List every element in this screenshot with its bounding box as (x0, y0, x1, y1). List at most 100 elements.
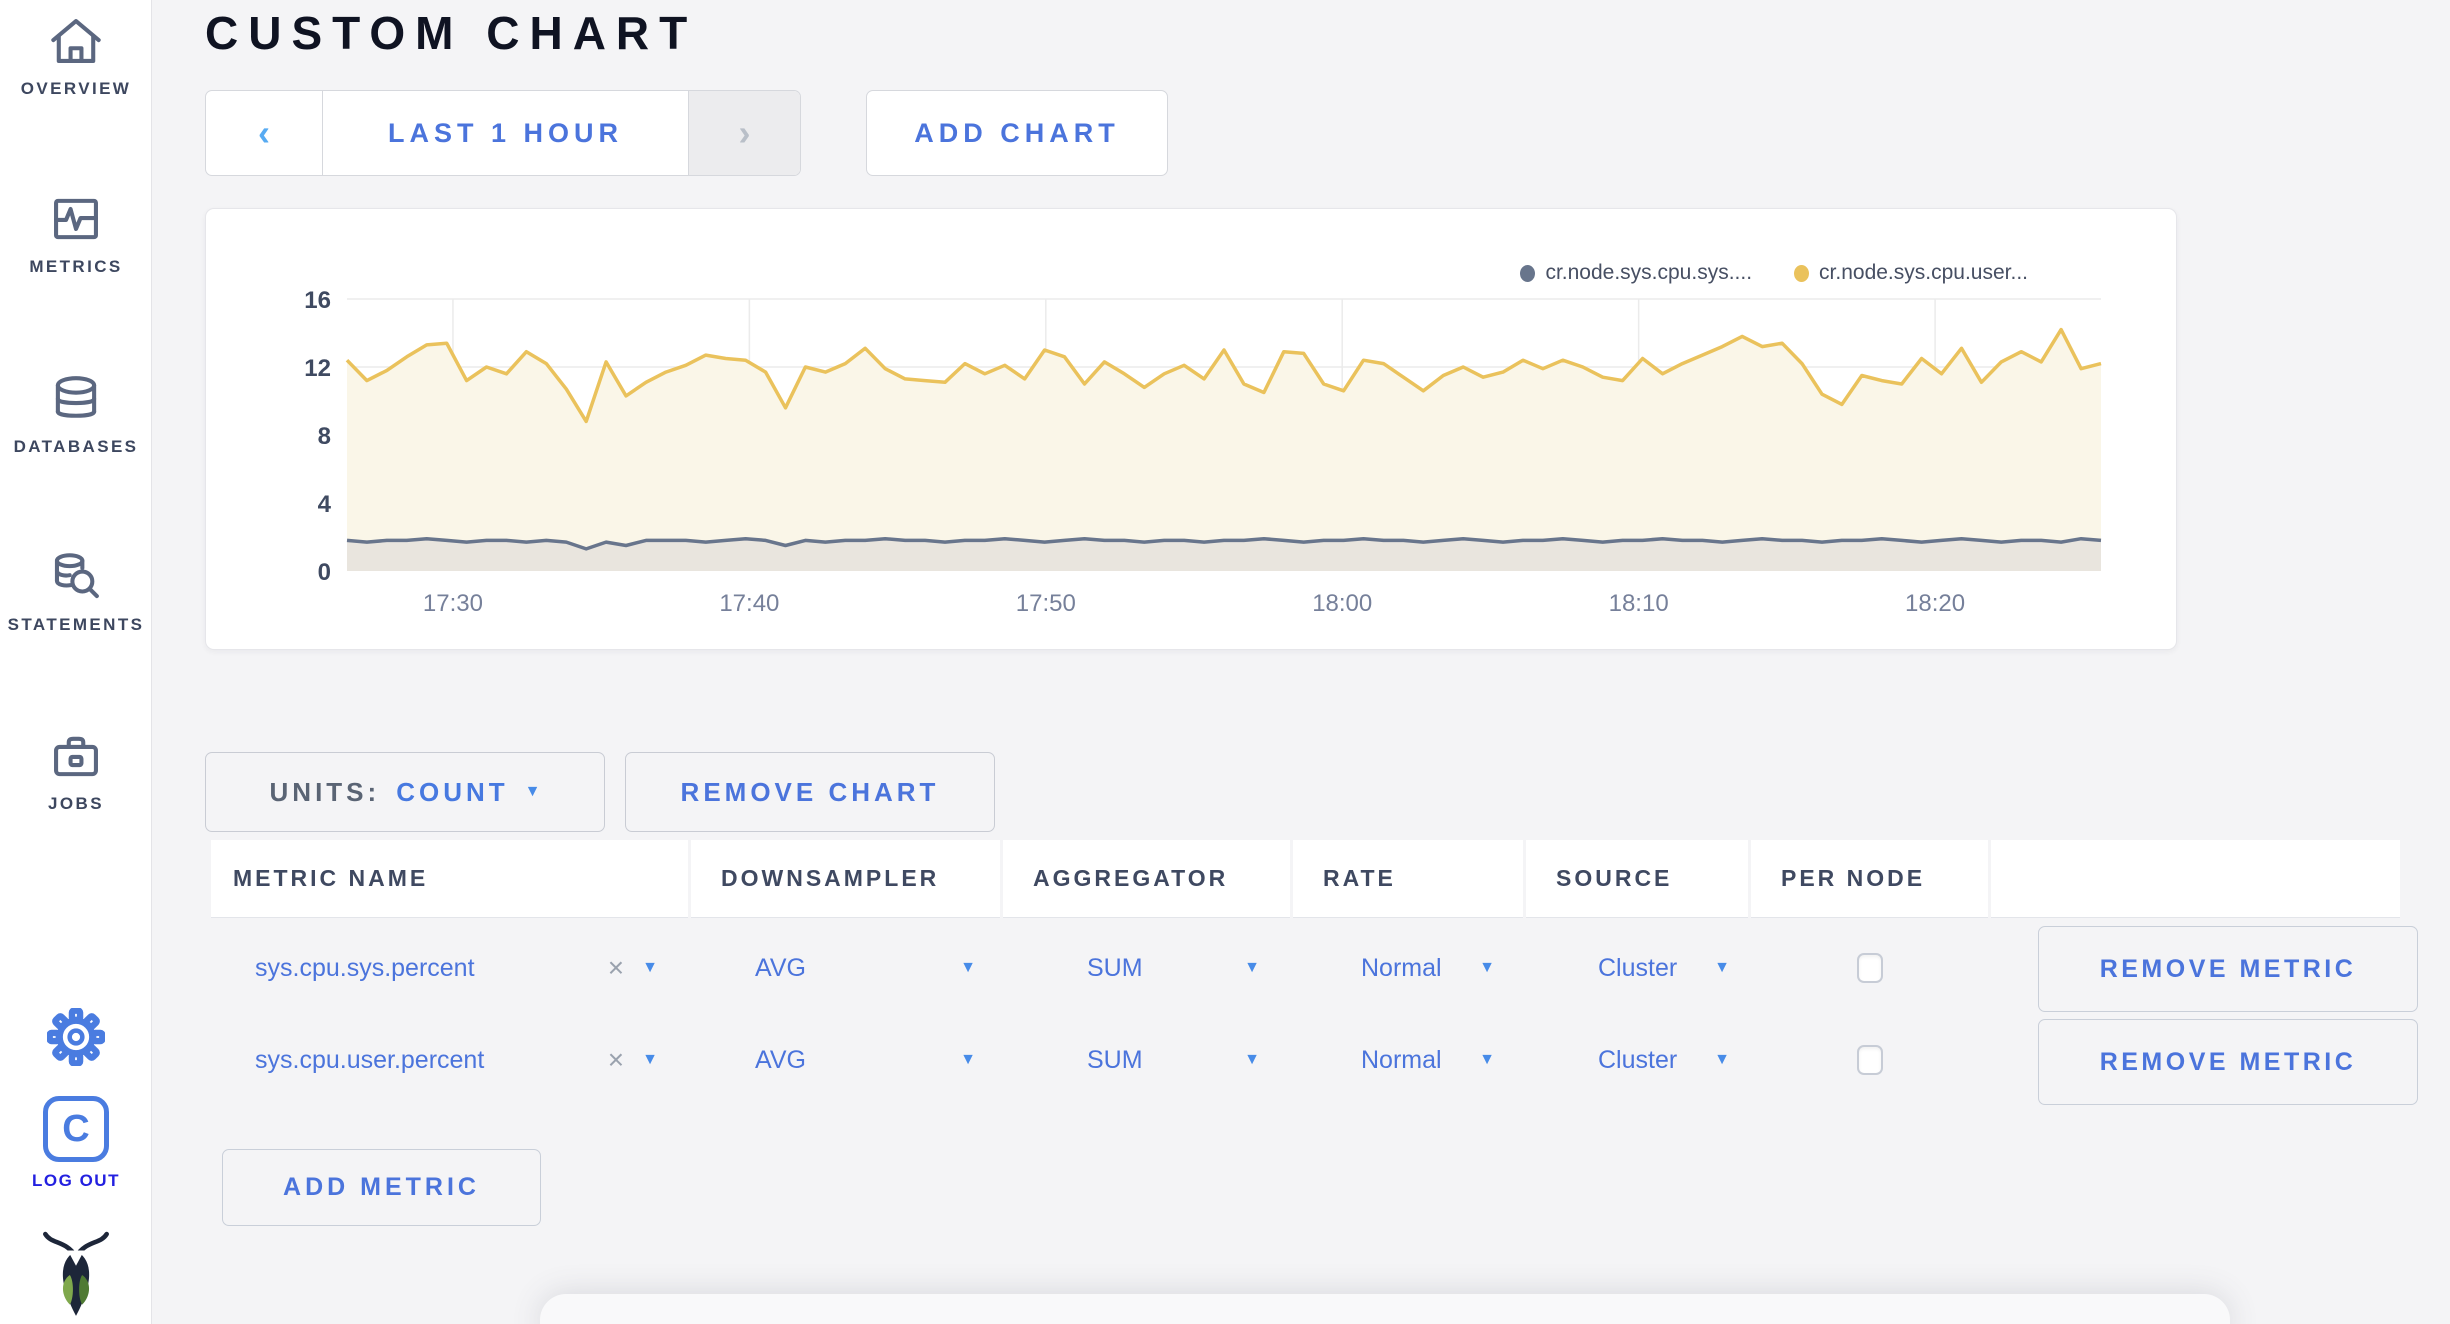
svg-text:16: 16 (304, 287, 331, 314)
chevron-down-icon: ▼ (960, 959, 976, 976)
sidebar-item-label: OVERVIEW (20, 79, 132, 98)
chart-legend: cr.node.sys.cpu.sys.... cr.node.sys.cpu.… (1520, 261, 2028, 285)
chevron-down-icon: ▼ (1244, 959, 1260, 976)
c-letter: C (62, 1107, 90, 1150)
units-dropdown[interactable]: UNITS: COUNT ▼ (205, 752, 605, 832)
rate-value: Normal (1361, 1045, 1442, 1074)
sidebar-item-databases[interactable]: DATABASES (0, 370, 152, 457)
legend-dot-user (1794, 264, 1810, 282)
svg-text:17:50: 17:50 (1016, 590, 1076, 617)
briefcase-icon (54, 736, 98, 777)
cockroachdb-bug-icon (43, 1231, 109, 1316)
sidebar-item-label: DATABASES (13, 437, 139, 456)
chevron-right-icon: › (738, 112, 751, 153)
time-prev-button[interactable]: ‹ (206, 91, 323, 175)
source-select[interactable]: Cluster ▼ (1526, 922, 1748, 1014)
metric-name-select[interactable]: sys.cpu.sys.percent × ▼ (211, 922, 688, 1014)
metrics-line-chart: 0 4 8 12 16 17:30 17:40 17:50 18:00 18:10 18:20 (304, 287, 2102, 617)
gear-icon (47, 1008, 105, 1066)
rate-select[interactable]: Normal ▼ (1293, 1014, 1523, 1106)
add-metric-button[interactable]: ADD METRIC (222, 1149, 541, 1226)
units-value: COUNT (396, 776, 509, 807)
chevron-down-icon: ▼ (1244, 1051, 1260, 1068)
metric-name-select[interactable]: sys.cpu.user.percent × ▼ (211, 1014, 688, 1106)
source-select[interactable]: Cluster ▼ (1526, 1014, 1748, 1106)
time-next-button-disabled[interactable]: › (688, 91, 800, 175)
remove-metric-button-2[interactable]: REMOVE METRIC (2038, 1019, 2418, 1105)
legend-item-sys: cr.node.sys.cpu.sys.... (1520, 261, 1752, 285)
time-range-dropdown[interactable]: LAST 1 HOUR (387, 117, 623, 148)
col-header-downsampler: DOWNSAMPLER (691, 840, 1000, 918)
sidebar-item-overview[interactable]: OVERVIEW (0, 12, 152, 99)
rate-select[interactable]: Normal ▼ (1293, 922, 1523, 1014)
per-node-checkbox[interactable] (1856, 1045, 1883, 1075)
svg-text:0: 0 (318, 559, 331, 586)
chart-card: cr.node.sys.cpu.sys.... cr.node.sys.cpu.… (205, 208, 2177, 650)
col-header-metric-name: METRIC NAME (211, 840, 688, 918)
svg-text:18:20: 18:20 (1905, 590, 1965, 617)
chevron-down-icon: ▼ (1479, 1051, 1495, 1068)
downsampler-select[interactable]: AVG ▼ (691, 1014, 1000, 1106)
col-header-rate: RATE (1293, 840, 1523, 918)
chevron-left-icon: ‹ (258, 112, 270, 153)
svg-text:8: 8 (318, 423, 331, 450)
chevron-down-icon: ▼ (1479, 959, 1495, 976)
metric-row-2: sys.cpu.user.percent × ▼ AVG ▼ SUM ▼ Nor… (211, 1014, 2400, 1106)
col-header-per-node: PER NODE (1751, 840, 1988, 918)
logout-label: LOG OUT (32, 1171, 120, 1190)
units-label: UNITS: (269, 776, 381, 807)
legend-item-user: cr.node.sys.cpu.user... (1794, 261, 2028, 285)
legend-dot-sys (1520, 264, 1536, 282)
aggregator-select[interactable]: SUM ▼ (1003, 922, 1290, 1014)
downsampler-value: AVG (755, 953, 806, 982)
downsampler-select[interactable]: AVG ▼ (691, 922, 1000, 1014)
col-header-aggregator: AGGREGATOR (1003, 840, 1290, 918)
cockroach-c-icon: C (43, 1096, 109, 1162)
downsampler-value: AVG (755, 1045, 806, 1074)
remove-chart-button[interactable]: REMOVE CHART (625, 752, 995, 832)
sidebar-item-label: METRICS (29, 257, 123, 276)
sidebar-item-label: STATEMENTS (7, 615, 145, 634)
svg-text:18:10: 18:10 (1609, 590, 1669, 617)
chevron-down-icon: ▼ (642, 959, 658, 976)
chevron-down-icon: ▼ (1714, 1051, 1730, 1068)
svg-text:17:40: 17:40 (719, 590, 779, 617)
svg-text:17:30: 17:30 (423, 590, 483, 617)
per-node-cell (1751, 1014, 1988, 1106)
aggregator-value: SUM (1087, 1045, 1143, 1074)
statements-icon (54, 553, 99, 599)
chevron-down-icon: ▼ (1714, 959, 1730, 976)
chevron-down-icon: ▼ (524, 783, 541, 800)
page-title: CUSTOM CHART (205, 7, 698, 59)
cockroachdb-logo (0, 1230, 152, 1320)
sidebar: OVERVIEW METRICS DATABASES (0, 0, 152, 1324)
metric-name-value: sys.cpu.user.percent (255, 1045, 485, 1074)
time-range-selector: ‹ LAST 1 HOUR › (205, 90, 801, 176)
sidebar-item-label: JOBS (48, 794, 104, 813)
col-header-actions (1991, 840, 2400, 918)
legend-label-user: cr.node.sys.cpu.user... (1819, 261, 2028, 284)
svg-text:12: 12 (304, 355, 331, 382)
source-value: Cluster (1598, 1045, 1678, 1074)
col-header-source: SOURCE (1526, 840, 1748, 918)
settings-button[interactable] (0, 1008, 152, 1066)
legend-label-sys: cr.node.sys.cpu.sys.... (1545, 261, 1753, 284)
chevron-down-icon: ▼ (642, 1051, 658, 1068)
clear-icon[interactable]: × (607, 1044, 625, 1075)
logout-button[interactable]: C LOG OUT (0, 1096, 152, 1191)
chevron-down-icon: ▼ (960, 1051, 976, 1068)
metrics-icon (54, 198, 98, 240)
source-value: Cluster (1598, 953, 1678, 982)
sidebar-item-statements[interactable]: STATEMENTS (0, 548, 152, 635)
aggregator-select[interactable]: SUM ▼ (1003, 1014, 1290, 1106)
remove-metric-button-1[interactable]: REMOVE METRIC (2038, 926, 2418, 1012)
metrics-table-header: METRIC NAME DOWNSAMPLER AGGREGATOR RATE … (211, 840, 2400, 918)
sidebar-item-metrics[interactable]: METRICS (0, 190, 152, 277)
sidebar-item-jobs[interactable]: JOBS (0, 727, 152, 814)
rate-value: Normal (1361, 953, 1442, 982)
per-node-checkbox[interactable] (1856, 953, 1883, 983)
clear-icon[interactable]: × (607, 952, 625, 983)
add-chart-button[interactable]: ADD CHART (866, 90, 1168, 176)
aggregator-value: SUM (1087, 953, 1143, 982)
